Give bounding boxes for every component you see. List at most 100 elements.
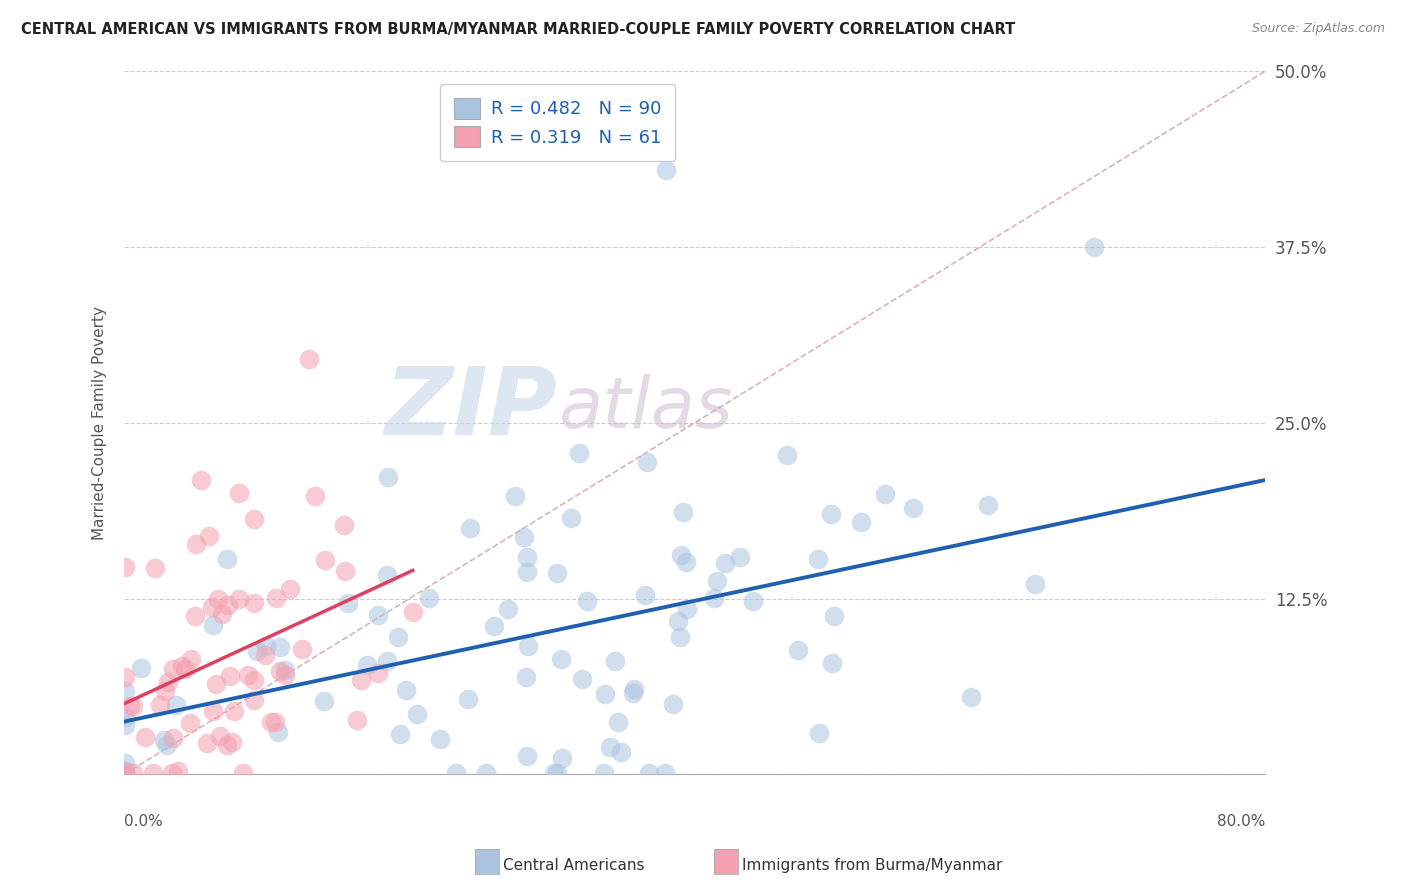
Point xyxy=(219,668,242,682)
Point xyxy=(807,552,830,566)
Point xyxy=(550,652,572,666)
Point xyxy=(599,740,621,755)
Point xyxy=(377,469,399,483)
Point xyxy=(184,537,207,551)
Point xyxy=(458,521,481,535)
Point xyxy=(202,618,225,632)
Point xyxy=(1024,576,1046,591)
Point xyxy=(807,726,830,740)
Point xyxy=(333,564,356,578)
Point xyxy=(114,559,136,574)
Point xyxy=(675,555,697,569)
Point xyxy=(356,657,378,672)
Point xyxy=(217,598,239,612)
Point xyxy=(516,640,538,654)
Point xyxy=(162,766,184,780)
Point xyxy=(623,682,645,697)
Point xyxy=(190,473,212,487)
Point xyxy=(560,511,582,525)
Point xyxy=(114,766,136,780)
Point xyxy=(205,677,228,691)
Point xyxy=(129,661,152,675)
Text: Central Americans: Central Americans xyxy=(503,858,645,872)
Point xyxy=(543,766,565,780)
Point xyxy=(576,593,599,607)
Point xyxy=(259,714,281,729)
Point xyxy=(184,609,207,624)
Point xyxy=(350,673,373,687)
Point xyxy=(120,699,142,714)
Point xyxy=(243,673,266,687)
Point xyxy=(668,630,690,644)
Point xyxy=(114,710,136,724)
Point xyxy=(167,764,190,779)
Text: 80.0%: 80.0% xyxy=(1218,814,1265,829)
Text: Source: ZipAtlas.com: Source: ZipAtlas.com xyxy=(1251,22,1385,36)
Point xyxy=(174,662,197,676)
Point xyxy=(516,748,538,763)
Point xyxy=(201,704,224,718)
Point xyxy=(243,692,266,706)
Point xyxy=(156,738,179,752)
Point xyxy=(269,664,291,678)
Point xyxy=(703,591,725,605)
Point xyxy=(274,667,297,681)
Point xyxy=(114,766,136,780)
Point xyxy=(269,640,291,654)
Point xyxy=(714,556,737,570)
Point xyxy=(418,591,440,606)
Point xyxy=(217,739,239,753)
Point xyxy=(274,663,297,677)
Legend: R = 0.482   N = 90, R = 0.319   N = 61: R = 0.482 N = 90, R = 0.319 N = 61 xyxy=(440,84,675,161)
Point xyxy=(114,684,136,698)
Y-axis label: Married-Couple Family Poverty: Married-Couple Family Poverty xyxy=(93,306,107,540)
Point xyxy=(153,732,176,747)
Point xyxy=(513,531,536,545)
Point xyxy=(254,648,277,662)
Point xyxy=(551,751,574,765)
Point xyxy=(516,566,538,580)
Point xyxy=(593,687,616,701)
Point xyxy=(207,592,229,607)
Point xyxy=(849,515,872,529)
Point xyxy=(114,764,136,778)
Point xyxy=(662,698,685,712)
Point xyxy=(242,596,264,610)
Point xyxy=(977,498,1000,512)
Point xyxy=(122,766,145,780)
Point xyxy=(114,717,136,731)
Point xyxy=(637,766,659,780)
Point xyxy=(121,698,143,713)
Point xyxy=(546,566,568,580)
Point xyxy=(776,449,799,463)
Point xyxy=(232,766,254,780)
Point xyxy=(298,352,321,367)
Point xyxy=(621,686,644,700)
Point xyxy=(264,591,287,605)
Point xyxy=(444,766,467,780)
Point xyxy=(672,505,695,519)
Point xyxy=(568,446,591,460)
Point xyxy=(367,607,389,622)
Text: Immigrants from Burma/Myanmar: Immigrants from Burma/Myanmar xyxy=(742,858,1002,872)
Point xyxy=(246,644,269,658)
Point xyxy=(278,582,301,596)
Point xyxy=(654,766,676,780)
Point xyxy=(571,672,593,686)
Point xyxy=(221,734,243,748)
Point xyxy=(959,690,981,704)
Point xyxy=(676,602,699,616)
Point xyxy=(114,670,136,684)
Point xyxy=(238,667,260,681)
Point xyxy=(263,714,285,729)
Point xyxy=(901,500,924,515)
Point xyxy=(134,731,156,745)
Point xyxy=(162,662,184,676)
Point xyxy=(114,764,136,779)
Point xyxy=(1083,240,1105,254)
Point xyxy=(312,694,335,708)
Point xyxy=(337,596,360,610)
Point xyxy=(636,455,658,469)
Point xyxy=(346,713,368,727)
Point xyxy=(148,698,170,713)
